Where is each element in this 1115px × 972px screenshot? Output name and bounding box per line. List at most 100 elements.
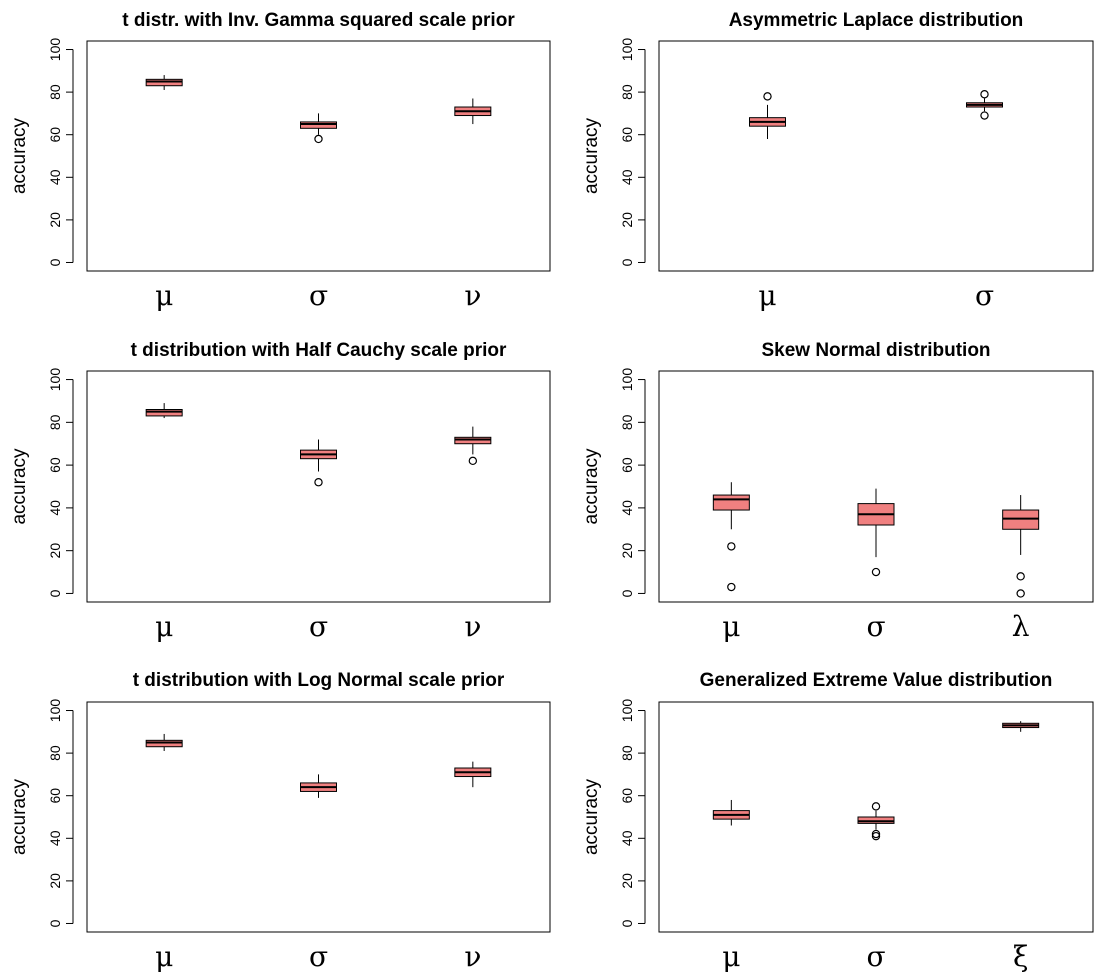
box-2 (300, 113, 337, 144)
y-axis-label: accuracy (581, 117, 602, 194)
plot-frame (86, 370, 551, 603)
y-axis-label: accuracy (9, 117, 30, 194)
plot-frame (658, 40, 1094, 272)
plot-frame (658, 701, 1094, 933)
y-tick-label: 40 (619, 830, 635, 846)
y-tick-label: 100 (619, 699, 635, 723)
category-label: μ (722, 940, 740, 972)
outlier-point (871, 802, 881, 811)
y-tick-label: 0 (619, 919, 635, 927)
y-tick-label: 0 (619, 589, 635, 597)
outlier-point (1016, 589, 1025, 598)
chart-title: t distribution with Half Cauchy scale pr… (131, 340, 507, 361)
box-1 (145, 75, 183, 90)
box-3 (454, 98, 492, 125)
y-tick-label: 20 (619, 543, 635, 559)
y-tick-label: 100 (619, 368, 635, 392)
plot-frame (86, 701, 551, 933)
box-2 (300, 774, 337, 798)
category-label: σ (309, 940, 328, 972)
y-tick-label: 40 (47, 169, 63, 185)
y-tick-label: 80 (619, 414, 635, 430)
outlier-point (980, 90, 989, 99)
box-3 (1002, 495, 1040, 598)
y-tick-label: 20 (619, 873, 635, 889)
box-3 (1002, 721, 1040, 732)
panel-skew-normal: Skew Normal distribution 0 20 40 60 80 100 accu… (581, 340, 1094, 643)
box-1 (712, 482, 750, 592)
chart-title: Asymmetric Laplace distribution (729, 10, 1024, 31)
box-2 (857, 488, 895, 577)
box-2 (300, 439, 337, 487)
y-tick-label: 40 (619, 500, 635, 516)
plot-frame (658, 370, 1094, 603)
box-2 (857, 802, 895, 841)
y-tick-label: 80 (47, 745, 63, 761)
iqr-box (145, 739, 183, 748)
category-label: σ (866, 940, 885, 972)
y-tick-label: 60 (619, 127, 635, 143)
y-tick-label: 60 (619, 457, 635, 473)
y-tick-label: 60 (47, 457, 63, 473)
iqr-box (454, 436, 492, 445)
chart-title: Generalized Extreme Value distribution (700, 670, 1053, 691)
box-1 (145, 403, 183, 419)
category-label: μ (758, 279, 776, 312)
panel-t-half-cauchy: t distribution with Half Cauchy scale pr… (9, 340, 551, 643)
y-tick-label: 60 (47, 127, 63, 143)
panel-asymmetric-laplace: Asymmetric Laplace distribution 0 20 40 60 80… (581, 10, 1094, 312)
category-label: σ (309, 610, 328, 643)
y-tick-label: 40 (47, 830, 63, 846)
category-label: ν (464, 610, 481, 643)
y-tick-label: 80 (47, 414, 63, 430)
y-tick-label: 60 (47, 788, 63, 804)
box-3 (454, 761, 492, 788)
y-tick-label: 80 (619, 84, 635, 100)
category-label: μ (155, 279, 173, 312)
y-tick-label: 0 (619, 258, 635, 266)
y-tick-label: 20 (47, 873, 63, 889)
box-2 (966, 90, 1003, 120)
outlier-point (314, 134, 323, 144)
iqr-box (712, 494, 750, 511)
iqr-box (1002, 509, 1040, 530)
y-tick-label: 0 (47, 258, 63, 266)
y-tick-label: 40 (619, 169, 635, 185)
y-tick-label: 0 (47, 589, 63, 597)
iqr-box (145, 78, 183, 87)
box-1 (145, 733, 183, 751)
outlier-point (1016, 572, 1025, 581)
category-label: ξ (1013, 940, 1028, 972)
category-label: σ (975, 279, 994, 312)
category-label: λ (1012, 610, 1030, 643)
y-tick-label: 80 (619, 745, 635, 761)
outlier-point (980, 111, 989, 120)
category-label: μ (155, 610, 173, 643)
outlier-point (727, 542, 736, 551)
outlier-point (871, 567, 881, 577)
category-label: ν (464, 940, 481, 972)
box-1 (749, 92, 786, 139)
y-tick-label: 0 (47, 919, 63, 927)
category-label: ν (464, 279, 481, 312)
chart-title: t distr. with Inv. Gamma squared scale p… (122, 10, 515, 31)
iqr-box (145, 409, 183, 417)
y-tick-label: 100 (47, 368, 63, 392)
category-label: σ (866, 610, 885, 643)
y-tick-label: 60 (619, 788, 635, 804)
iqr-box (857, 816, 895, 824)
box-1 (712, 799, 750, 826)
category-label: μ (155, 940, 173, 972)
plot-frame (86, 40, 551, 272)
category-label: σ (309, 279, 328, 312)
y-tick-label: 100 (47, 699, 63, 723)
y-tick-label: 80 (47, 84, 63, 100)
outlier-point (468, 456, 478, 466)
y-tick-label: 20 (47, 543, 63, 559)
chart-title: Skew Normal distribution (761, 340, 990, 361)
y-axis-label: accuracy (581, 448, 602, 525)
y-tick-label: 100 (47, 38, 63, 62)
y-tick-label: 20 (619, 212, 635, 228)
outlier-point (314, 478, 323, 487)
